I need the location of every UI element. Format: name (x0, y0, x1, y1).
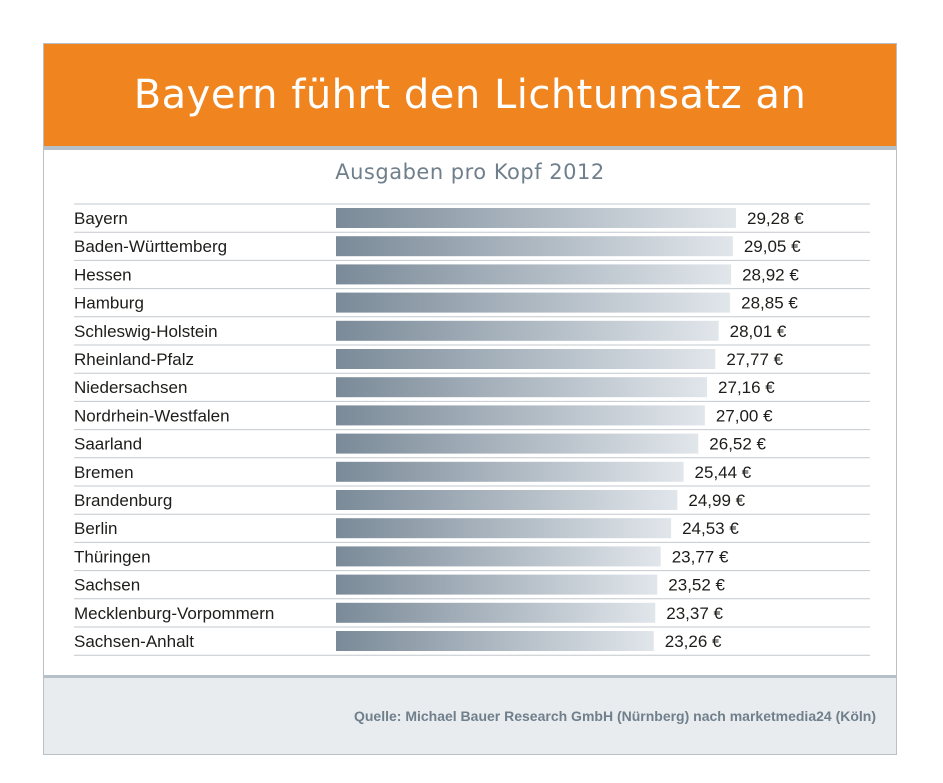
value-label: 27,77 € (726, 350, 783, 369)
value-label: 27,00 € (716, 406, 773, 425)
bar (336, 433, 699, 454)
value-label: 24,99 € (688, 491, 745, 510)
value-label: 28,92 € (742, 265, 799, 284)
bar (336, 631, 654, 651)
bar (336, 546, 661, 567)
category-label: Niedersachsen (74, 378, 187, 397)
banner-divider (44, 146, 896, 150)
value-label: 23,37 € (666, 604, 723, 623)
title-banner: Bayern führt den Lichtumsatz an (44, 44, 896, 146)
bar (336, 349, 716, 369)
bar (336, 320, 719, 341)
category-label: Rheinland-Pfalz (74, 350, 194, 369)
bar (336, 208, 736, 228)
category-label: Sachsen-Anhalt (74, 632, 194, 651)
category-label: Baden-Württemberg (74, 237, 227, 256)
bar (336, 518, 672, 539)
bar (336, 292, 731, 313)
value-label: 23,52 € (668, 576, 725, 595)
category-label: Brandenburg (74, 491, 172, 510)
chart-subtitle: Ausgaben pro Kopf 2012 (335, 160, 605, 184)
value-label: 23,77 € (672, 547, 729, 566)
bar (336, 490, 678, 510)
value-label: 25,44 € (695, 463, 752, 482)
source-note: Quelle: Michael Bauer Research GmbH (Nür… (353, 708, 876, 724)
value-label: 23,26 € (665, 632, 722, 651)
category-label: Schleswig-Holstein (74, 322, 218, 341)
bar (336, 377, 708, 398)
infographic-frame: Bayern führt den Lichtumsatz an Ausgaben… (43, 43, 897, 755)
bar (336, 602, 656, 623)
bar (336, 405, 705, 426)
value-label: 26,52 € (709, 435, 766, 454)
category-label: Nordrhein-Westfalen (74, 406, 230, 425)
category-label: Saarland (74, 435, 142, 454)
bar (336, 236, 733, 257)
page-title: Bayern führt den Lichtumsatz an (133, 72, 807, 118)
category-label: Mecklenburg-Vorpommern (74, 604, 274, 623)
value-label: 28,85 € (741, 294, 798, 313)
category-label: Hessen (74, 265, 132, 284)
bar-chart: Bayern 29,28 € Baden-Württemberg 29,05 € Hes… (74, 203, 870, 656)
value-label: 27,16 € (718, 378, 775, 397)
footer-divider (44, 675, 896, 678)
value-label: 24,53 € (682, 519, 739, 538)
category-label: Berlin (74, 519, 117, 538)
bar (336, 461, 684, 482)
category-label: Thüringen (74, 547, 151, 566)
category-label: Bayern (74, 209, 128, 228)
category-label: Hamburg (74, 294, 144, 313)
category-label: Sachsen (74, 576, 140, 595)
category-label: Bremen (74, 463, 134, 482)
value-label: 28,01 € (730, 322, 787, 341)
value-label: 29,05 € (744, 237, 801, 256)
bar (336, 264, 732, 285)
value-label: 29,28 € (747, 209, 804, 228)
footer-panel (44, 675, 896, 754)
bar (336, 574, 658, 595)
